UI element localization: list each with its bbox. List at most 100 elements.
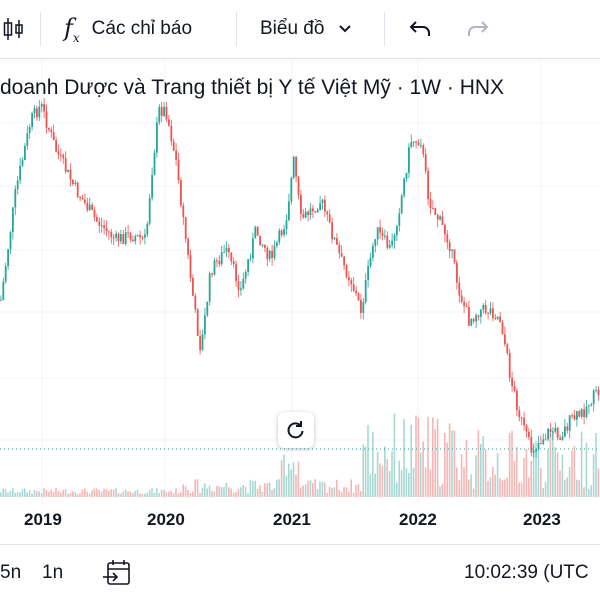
volume-bar — [412, 467, 415, 497]
volume-bar — [559, 470, 561, 497]
volume-bar — [172, 493, 175, 497]
volume-bar — [211, 490, 213, 497]
volume-bar — [261, 491, 264, 497]
volume-bars — [0, 413, 600, 497]
volume-bar — [403, 419, 405, 497]
reset-chart-button[interactable] — [278, 412, 314, 448]
volume-bar — [506, 477, 508, 497]
candle-body — [91, 204, 93, 210]
volume-bar — [494, 474, 496, 497]
volume-bar — [93, 488, 96, 497]
candle-body — [189, 254, 192, 279]
candle-body — [237, 281, 240, 291]
volume-bar — [276, 479, 278, 497]
candle-body — [391, 240, 393, 245]
candle-body — [120, 234, 122, 242]
candle-body — [532, 451, 535, 453]
candle-body — [160, 106, 163, 116]
candle-body — [280, 230, 283, 235]
candle-body — [184, 217, 187, 239]
range-1y-button[interactable]: 1n — [42, 545, 63, 601]
clock-timezone[interactable]: 10:02:39 (UTC — [464, 545, 589, 601]
candle-body — [256, 226, 259, 236]
candle-body — [177, 159, 180, 181]
volume-bar — [472, 488, 475, 497]
candle-body — [151, 174, 153, 198]
volume-bar — [302, 485, 304, 497]
volume-bar — [196, 479, 199, 497]
volume-bar — [388, 471, 391, 497]
candle-body — [139, 234, 141, 238]
top-toolbar: fx Các chỉ báo Biểu đồ — [0, 0, 600, 59]
candle-body — [172, 141, 175, 151]
volume-bar — [513, 460, 516, 497]
volume-bar — [132, 493, 134, 497]
volume-bar — [398, 460, 400, 497]
candles-icon[interactable] — [2, 0, 24, 58]
volume-bar — [501, 480, 504, 497]
candle-body — [158, 106, 161, 123]
chart-type-button[interactable]: Biểu đồ — [260, 0, 352, 58]
candle-body — [297, 176, 300, 195]
volume-bar — [16, 492, 19, 497]
candle-body — [249, 258, 252, 260]
volume-bar — [391, 451, 393, 497]
volume-bar — [168, 491, 170, 497]
undo-icon — [409, 21, 430, 36]
candle-body — [304, 211, 307, 218]
volume-bar — [52, 491, 55, 497]
candle-body — [504, 334, 506, 345]
candle-body — [244, 272, 247, 279]
volume-bar — [158, 493, 160, 497]
toolbar-divider — [40, 12, 41, 46]
volume-bar — [280, 460, 283, 497]
candle-body — [100, 225, 103, 227]
candle-body — [283, 229, 285, 235]
redo-button[interactable] — [466, 0, 490, 58]
volume-bar — [362, 444, 364, 497]
candle-body — [132, 239, 134, 242]
volume-bar — [232, 492, 235, 497]
candle-body — [350, 280, 353, 285]
candle-body — [554, 427, 557, 432]
undo-button[interactable] — [408, 0, 432, 58]
volume-bar — [326, 492, 328, 497]
volume-bar — [492, 467, 494, 497]
candle-body — [146, 223, 149, 235]
chart-type-label: Biểu đồ — [260, 18, 325, 39]
goto-date-button[interactable] — [102, 545, 132, 601]
volume-bar — [508, 432, 511, 497]
volume-bar — [470, 474, 472, 497]
candle-body — [12, 207, 14, 233]
indicators-button[interactable]: fx Các chỉ báo — [64, 0, 192, 58]
volume-bar — [163, 489, 165, 497]
candle-body — [424, 154, 427, 171]
volume-bar — [417, 417, 420, 497]
candle-body — [187, 238, 189, 255]
volume-bar — [100, 491, 103, 497]
volume-bar — [477, 430, 480, 497]
candle-body — [319, 203, 321, 210]
candle-body — [192, 278, 194, 296]
range-1y-label: 1n — [42, 562, 64, 583]
candle-body — [525, 425, 528, 432]
volume-bar — [333, 487, 336, 497]
range-5y-button[interactable]: 5n — [0, 545, 21, 601]
candle-body — [396, 225, 398, 236]
candle-body — [448, 242, 451, 251]
candle-body — [273, 245, 276, 258]
candle-body — [57, 151, 60, 155]
volume-bar — [456, 467, 458, 497]
candle-body — [31, 113, 33, 128]
candle-body — [180, 180, 182, 206]
volume-bar — [532, 445, 535, 497]
candle-body — [211, 273, 213, 275]
volume-bar — [511, 430, 513, 497]
candle-body — [156, 122, 158, 153]
candle-body — [14, 189, 17, 208]
candle-body — [64, 158, 67, 172]
candle-body — [364, 279, 367, 303]
volume-bar — [225, 482, 228, 497]
candle-body — [144, 234, 146, 238]
candle-body — [206, 301, 209, 316]
